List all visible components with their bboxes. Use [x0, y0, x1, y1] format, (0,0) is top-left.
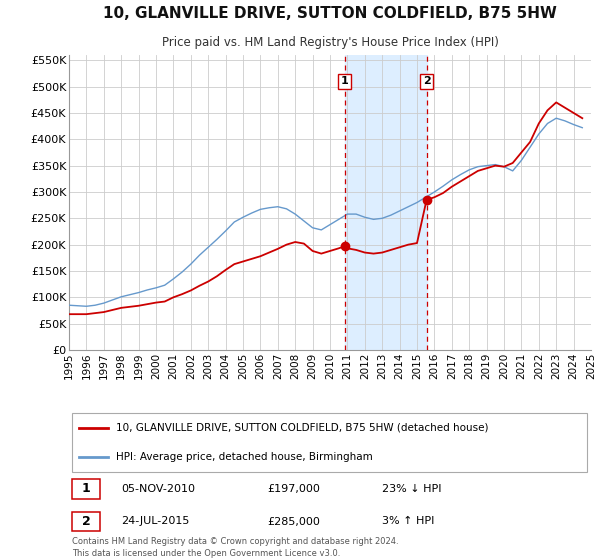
- Text: 2: 2: [422, 76, 430, 86]
- Text: 10, GLANVILLE DRIVE, SUTTON COLDFIELD, B75 5HW: 10, GLANVILLE DRIVE, SUTTON COLDFIELD, B…: [103, 6, 557, 21]
- Text: 10, GLANVILLE DRIVE, SUTTON COLDFIELD, B75 5HW (detached house): 10, GLANVILLE DRIVE, SUTTON COLDFIELD, B…: [116, 423, 488, 432]
- Text: Price paid vs. HM Land Registry's House Price Index (HPI): Price paid vs. HM Land Registry's House …: [161, 36, 499, 49]
- Text: 05-NOV-2010: 05-NOV-2010: [121, 484, 195, 494]
- Text: £197,000: £197,000: [268, 484, 320, 494]
- FancyBboxPatch shape: [71, 512, 100, 531]
- Text: £285,000: £285,000: [268, 516, 320, 526]
- Text: Contains HM Land Registry data © Crown copyright and database right 2024.
This d: Contains HM Land Registry data © Crown c…: [71, 537, 398, 558]
- FancyBboxPatch shape: [71, 479, 100, 498]
- Text: 3% ↑ HPI: 3% ↑ HPI: [382, 516, 434, 526]
- Text: 1: 1: [341, 76, 349, 86]
- Bar: [344, 55, 427, 350]
- Text: 2: 2: [82, 515, 91, 528]
- Text: 1: 1: [82, 482, 91, 495]
- Text: 24-JUL-2015: 24-JUL-2015: [121, 516, 190, 526]
- Text: HPI: Average price, detached house, Birmingham: HPI: Average price, detached house, Birm…: [116, 452, 373, 463]
- FancyBboxPatch shape: [71, 413, 587, 473]
- Text: 23% ↓ HPI: 23% ↓ HPI: [382, 484, 442, 494]
